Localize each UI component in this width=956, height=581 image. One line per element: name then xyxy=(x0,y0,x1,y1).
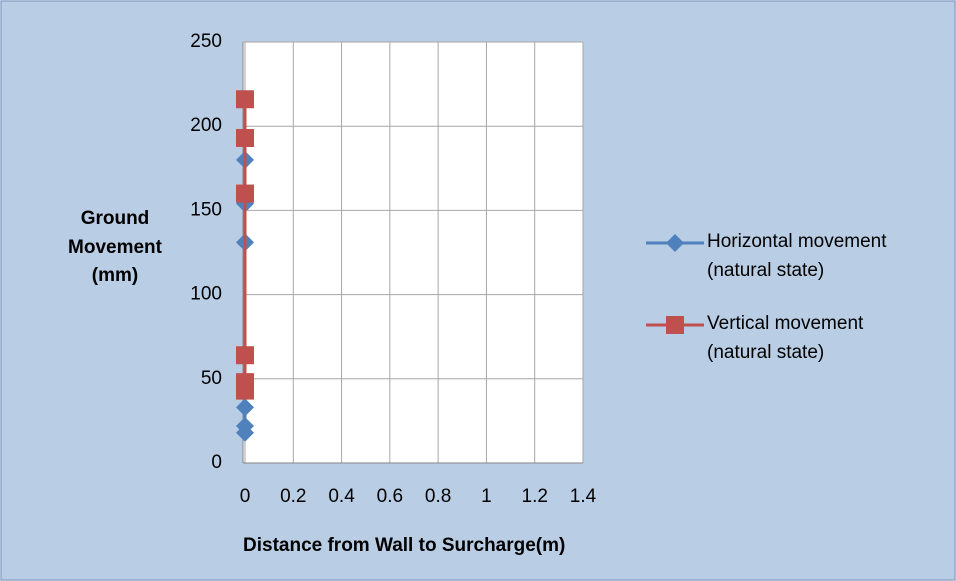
x-tick-label: 1.4 xyxy=(570,486,597,507)
x-axis-label: Distance from Wall to Surcharge(m) xyxy=(243,535,566,556)
x-tick-label: 0.2 xyxy=(280,486,306,507)
data-point xyxy=(236,346,254,365)
plot-area xyxy=(243,42,583,463)
y-tick-label: 200 xyxy=(190,115,222,136)
legend-marker xyxy=(666,234,684,252)
y-tick-label: 0 xyxy=(211,452,222,473)
legend-marker xyxy=(666,316,684,334)
data-point xyxy=(236,128,254,147)
data-point xyxy=(236,381,254,400)
legend-label: Horizontal movement (natural state) xyxy=(707,231,887,281)
data-point xyxy=(236,90,254,109)
y-tick-label: 150 xyxy=(190,199,222,220)
x-tick-label: 0.6 xyxy=(377,486,403,507)
y-tick-label: 250 xyxy=(190,31,222,52)
data-point xyxy=(236,398,254,417)
x-tick-label: 0.8 xyxy=(425,486,451,507)
x-tick-label: 0 xyxy=(240,486,251,507)
data-point xyxy=(236,184,254,203)
x-tick-label: 0.4 xyxy=(328,486,355,507)
x-tick-label: 1 xyxy=(481,486,492,507)
x-tick-label: 1.2 xyxy=(522,486,548,507)
legend-label: Vertical movement (natural state) xyxy=(707,313,864,363)
y-tick-label: 100 xyxy=(190,284,222,305)
y-axis-label: Ground Movement (mm) xyxy=(68,208,162,286)
y-tick-label: 50 xyxy=(201,368,222,389)
data-point xyxy=(236,423,254,442)
